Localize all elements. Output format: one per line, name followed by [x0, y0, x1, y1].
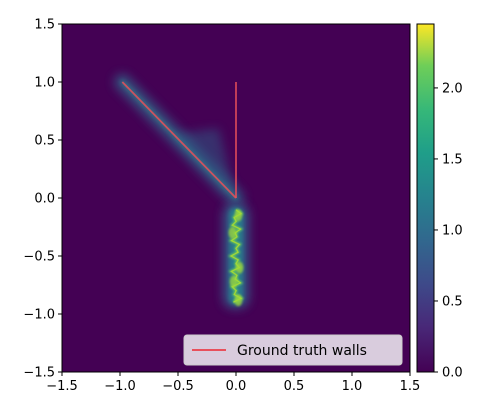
legend-box — [183, 334, 403, 366]
heat-hotspot — [229, 275, 238, 288]
y-tick-label: −1.0 — [23, 308, 55, 323]
ground-truth-walls — [121, 81, 237, 199]
colorbar-axis: 0.0 0.5 1.0 1.5 2.0 — [434, 81, 463, 381]
x-tick-label: 1.5 — [400, 379, 421, 394]
x-tick-label: −0.5 — [162, 379, 194, 394]
x-tick-label: −1.5 — [46, 379, 78, 394]
heat-hotspot — [234, 209, 243, 222]
x-axis: −1.5 −1.0 −0.5 0.0 0.5 1.0 1.5 — [46, 372, 420, 394]
x-tick-label: 0.5 — [284, 379, 305, 394]
legend: Ground truth walls — [183, 334, 403, 366]
y-tick-label: 1.5 — [34, 18, 55, 33]
wall-line — [121, 81, 237, 199]
y-tick-label: 0.5 — [34, 134, 55, 149]
y-tick-label: 1.0 — [34, 76, 55, 91]
heat-hotspot — [235, 261, 244, 274]
y-axis: −1.5 −1.0 −0.5 0.0 0.5 1.0 1.5 — [23, 18, 62, 381]
x-tick-label: −1.0 — [104, 379, 136, 394]
x-tick-label: 0.0 — [226, 379, 247, 394]
colorbar-tick-label: 2.0 — [442, 81, 463, 96]
colorbar-tick-label: 1.5 — [442, 152, 463, 167]
y-tick-label: −0.5 — [23, 250, 55, 265]
x-tick-label: 1.0 — [342, 379, 363, 394]
y-tick-label: −1.5 — [23, 366, 55, 381]
colorbar: 0.0 0.5 1.0 1.5 2.0 — [416, 23, 463, 381]
legend-label: Ground truth walls — [237, 343, 367, 359]
colorbar-tick-label: 1.0 — [442, 223, 463, 238]
heat-hotspot — [234, 294, 243, 307]
colorbar-gradient — [416, 23, 435, 373]
colorbar-tick-label: 0.5 — [442, 294, 463, 309]
heat-hotspot — [228, 226, 237, 239]
y-tick-label: 0.0 — [34, 192, 55, 207]
colorbar-tick-label: 0.0 — [442, 366, 463, 381]
